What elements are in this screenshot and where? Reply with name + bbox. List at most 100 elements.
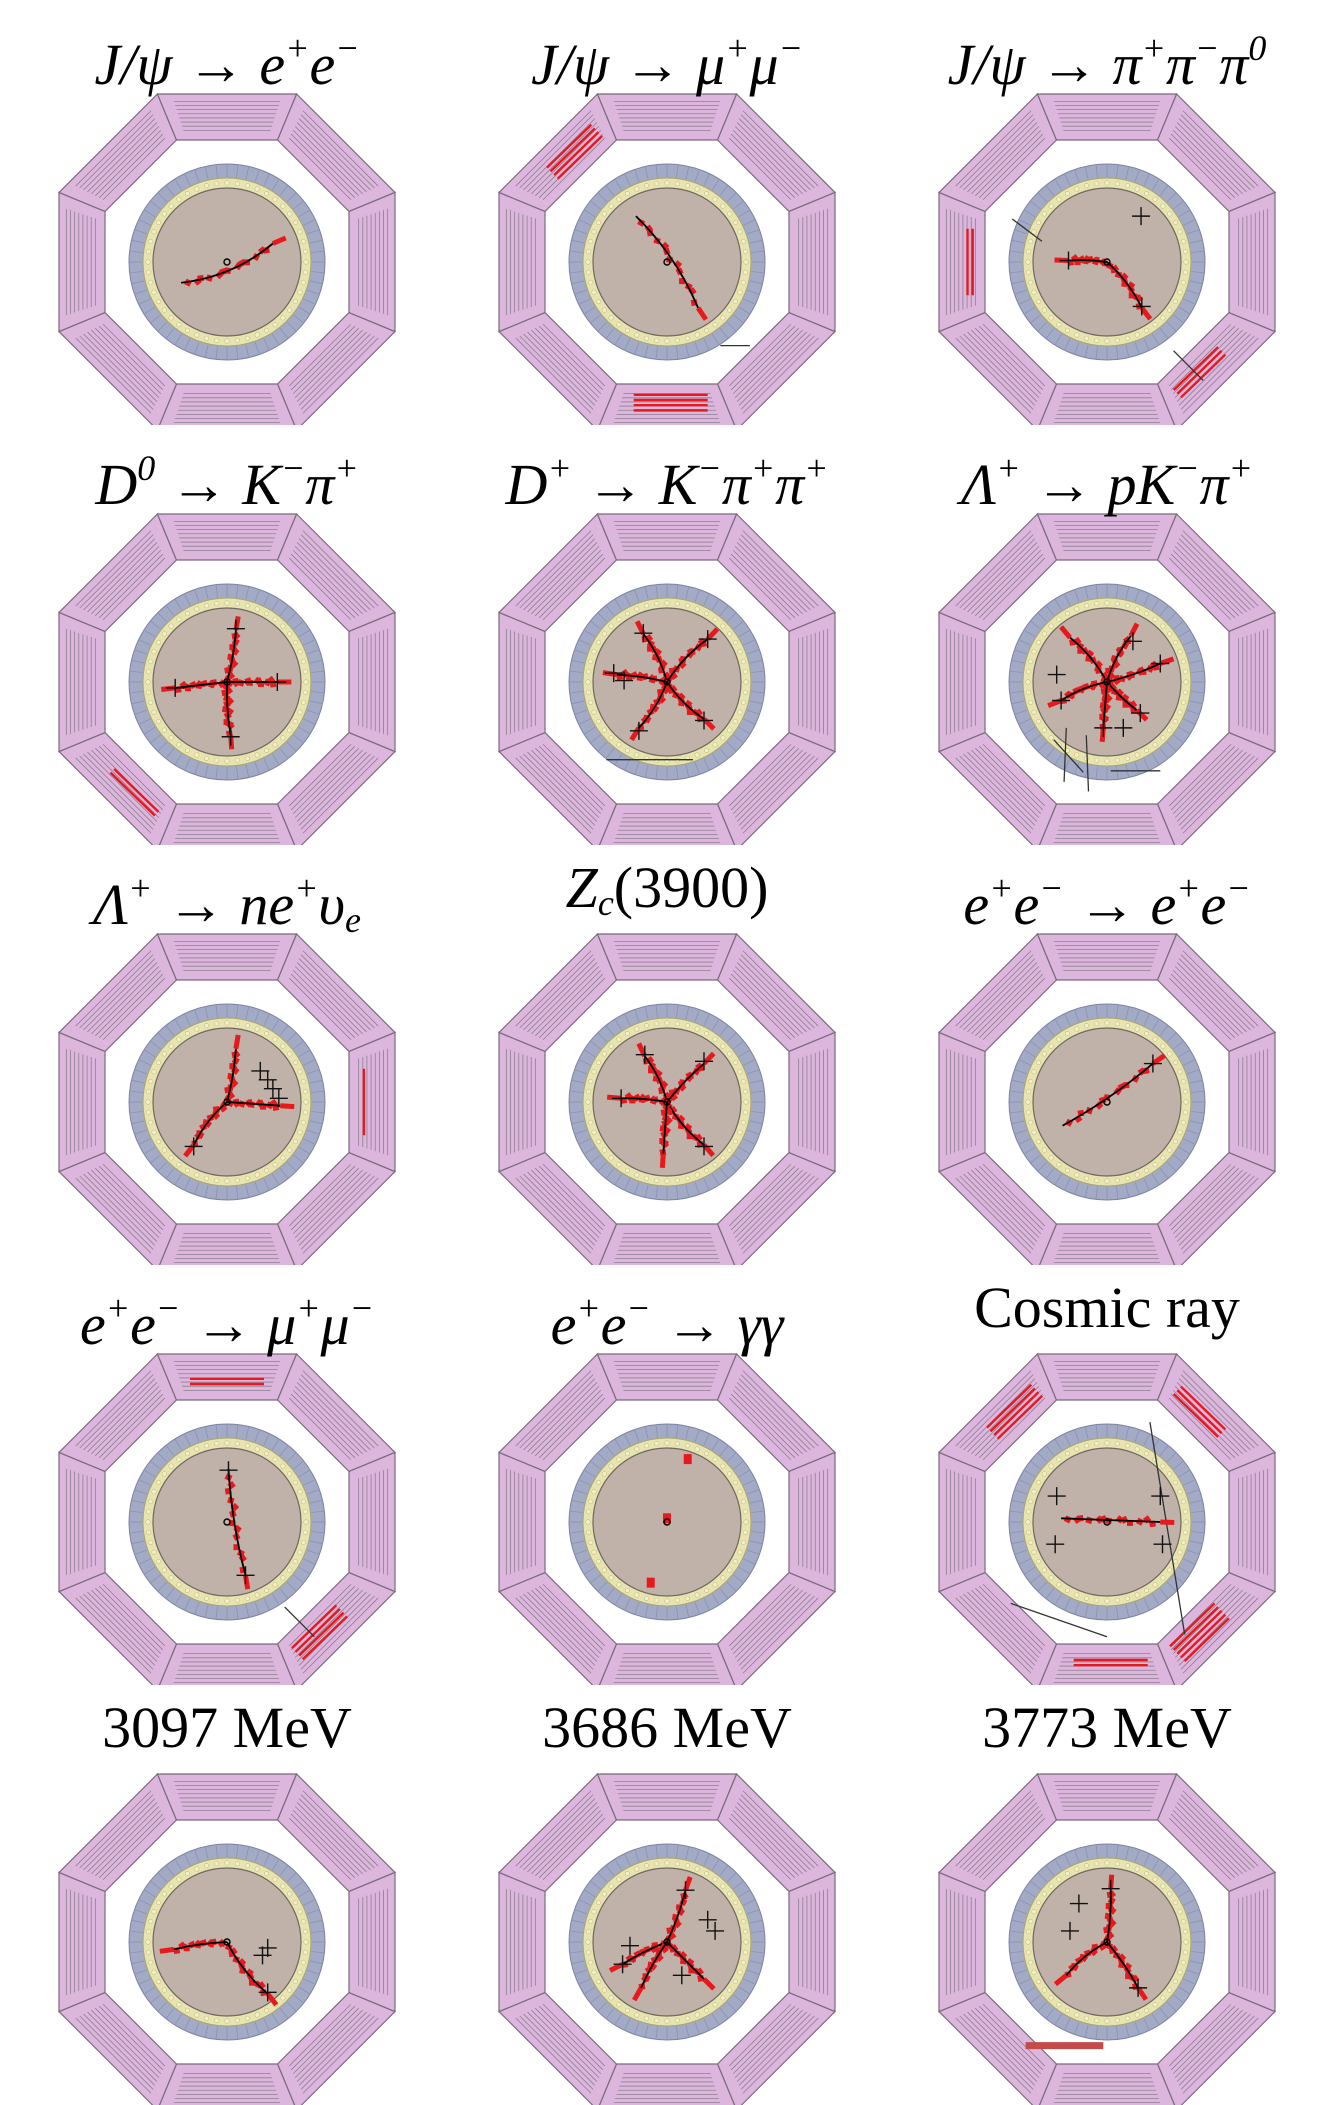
emc-crystal	[574, 289, 587, 295]
emc-crystal	[271, 1173, 280, 1186]
emc-crystal	[676, 164, 679, 178]
emc-crystal	[157, 1872, 168, 1883]
emc-crystal	[676, 584, 679, 598]
tof-counter	[148, 1919, 154, 1925]
emc-crystal	[245, 344, 250, 358]
emc-crystal	[726, 192, 737, 203]
muon-slab	[302, 1597, 379, 1674]
emc-crystal	[215, 1424, 218, 1438]
panel-title: Λ+ → ne+υe	[93, 868, 361, 940]
tof-counter	[168, 1575, 174, 1581]
tof-counter	[214, 1177, 220, 1183]
tof-counter	[1084, 1595, 1090, 1601]
tof-counter	[1160, 1463, 1166, 1469]
tof-counter	[292, 1138, 298, 1145]
tof-counter	[145, 679, 151, 685]
tof-counter	[1064, 1871, 1071, 1877]
muon-slab	[1182, 950, 1259, 1027]
interaction-point	[223, 678, 231, 686]
muon-hit	[301, 1615, 348, 1661]
emc-crystal	[134, 1549, 147, 1555]
emc-crystal	[143, 629, 156, 638]
tof-counter	[720, 1883, 726, 1889]
tof-counter	[1160, 1575, 1166, 1581]
emc-crystal	[1116, 1606, 1119, 1620]
muon-slab	[79, 2015, 154, 2090]
emc-crystal	[194, 1009, 200, 1022]
tof-counter	[1028, 1539, 1034, 1545]
interaction-point	[663, 1518, 671, 1526]
tof-counter	[263, 327, 270, 333]
tof-counter	[1152, 1582, 1158, 1588]
emc-crystal	[1191, 1111, 1205, 1114]
muon-slab	[542, 1397, 606, 1461]
emc-crystal	[1011, 1120, 1025, 1125]
emc-crystal	[634, 1849, 640, 1862]
tof-counter	[616, 616, 622, 622]
tof-counter	[280, 735, 286, 741]
emc-crystal	[309, 1960, 323, 1965]
emc-crystal	[634, 1602, 640, 1615]
tof-counter	[703, 327, 710, 333]
tof-counter	[184, 1451, 191, 1457]
muon-slab	[290, 973, 356, 1039]
tof-counter	[254, 752, 260, 758]
muon-slab	[1180, 1794, 1255, 1869]
emc-crystal	[590, 1460, 601, 1470]
emc-crystal	[644, 1006, 649, 1020]
muon-slab	[531, 1589, 600, 1658]
tof-counter	[624, 1167, 631, 1173]
tof-counter	[168, 1995, 174, 2001]
muon-slab	[288, 323, 352, 387]
tof-counter	[214, 1597, 220, 1603]
emc-crystal	[1116, 1186, 1119, 1200]
tof-counter	[1064, 611, 1071, 617]
emc-crystal	[298, 726, 311, 735]
tof-counter	[742, 1929, 748, 1935]
tof-counter	[588, 1539, 594, 1545]
tof-counter	[302, 1509, 308, 1515]
tof-counter	[1104, 1020, 1110, 1026]
emc-crystal	[134, 1489, 147, 1495]
tof-counter	[1026, 269, 1032, 275]
muon-hit	[549, 127, 596, 173]
emc-deposit	[683, 1876, 693, 1892]
tof-counter	[1124, 1863, 1130, 1869]
emc-crystal	[685, 1184, 690, 1198]
muon-slab	[982, 1817, 1046, 1881]
emc-crystal	[590, 314, 601, 324]
tof-counter	[674, 2017, 680, 2023]
tof-counter	[1172, 1059, 1178, 1066]
emc-crystal	[303, 1138, 316, 1145]
muon-slab	[959, 1794, 1034, 1869]
emc-crystal	[676, 1004, 679, 1018]
emc-crystal	[1009, 1090, 1023, 1093]
charged-track	[1106, 261, 1143, 309]
emc-crystal	[1045, 1588, 1055, 1599]
muon-slab	[98, 325, 164, 391]
emc-crystal	[1074, 1602, 1080, 1615]
tof-counter	[727, 1471, 733, 1477]
tof-counter	[1104, 180, 1110, 186]
tof-counter	[1177, 1129, 1183, 1135]
tof-counter	[654, 601, 660, 607]
tof-counter	[184, 2007, 191, 2013]
emc-deposit	[1059, 625, 1072, 640]
emc-crystal	[129, 1090, 143, 1093]
muon-slab	[1168, 1163, 1232, 1227]
muon-hit	[1183, 1617, 1230, 1663]
tof-counter	[654, 1597, 660, 1603]
tof-counter	[263, 1031, 270, 1037]
emc-crystal	[1178, 1146, 1191, 1155]
emc-crystal	[1189, 1540, 1203, 1545]
muon-slab	[1170, 325, 1236, 391]
emc-crystal	[143, 306, 156, 315]
muon-slab	[1172, 747, 1240, 815]
emc-crystal	[1045, 1168, 1055, 1179]
muon-slab	[1182, 337, 1259, 414]
emc-crystal	[1143, 2018, 1150, 2031]
emc-crystal	[1054, 753, 1063, 766]
emc-crystal	[143, 726, 156, 735]
hit-cluster	[1089, 1947, 1099, 1957]
emc-crystal	[676, 766, 679, 780]
